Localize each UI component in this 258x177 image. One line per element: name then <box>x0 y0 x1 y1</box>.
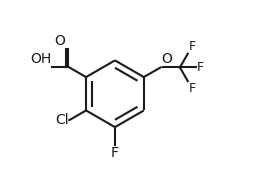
Text: Cl: Cl <box>55 113 68 127</box>
Text: O: O <box>54 34 65 48</box>
Text: F: F <box>188 82 196 95</box>
Text: O: O <box>161 52 172 66</box>
Text: F: F <box>111 145 119 160</box>
Text: F: F <box>188 40 196 53</box>
Text: F: F <box>196 61 204 74</box>
Text: OH: OH <box>30 52 51 66</box>
